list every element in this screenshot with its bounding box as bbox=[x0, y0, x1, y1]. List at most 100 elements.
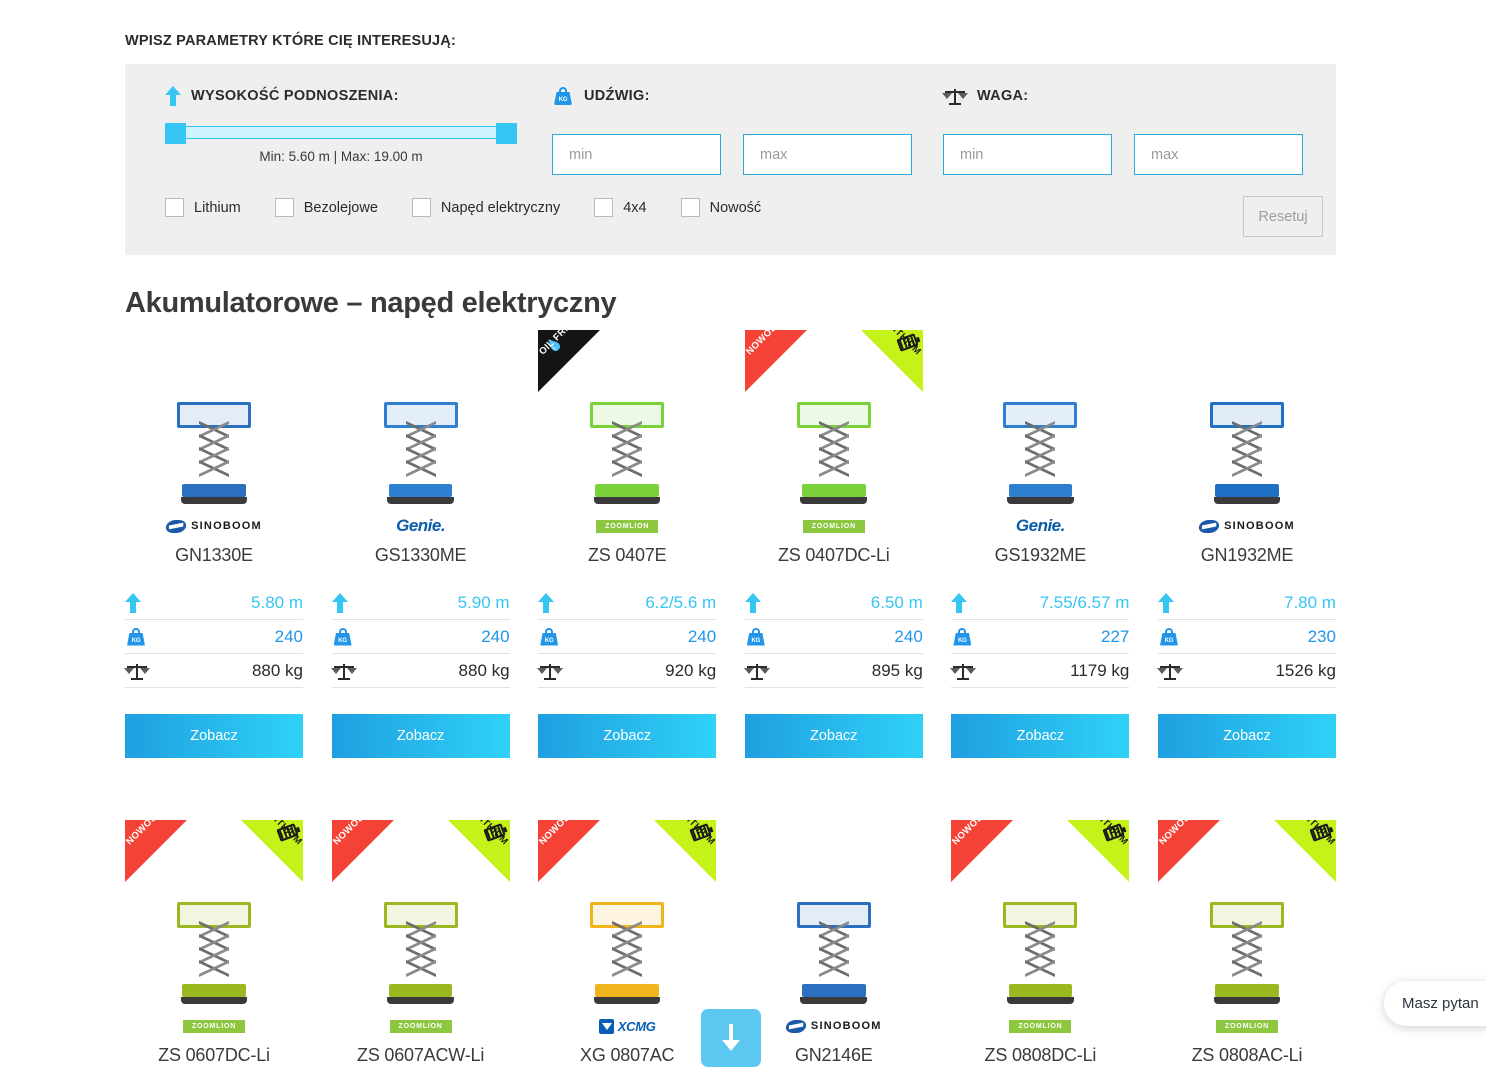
spec-value-height: 5.90 m bbox=[457, 593, 510, 612]
product-name: XG 0807AC bbox=[580, 1045, 675, 1065]
scissor-lift-image bbox=[383, 402, 458, 504]
product-image[interactable]: 💧 OIL FREE bbox=[538, 330, 717, 510]
product-card[interactable]: NOWOŚĆ LITHIUM ZOOMLION ZS 0407DC-Li 6.50 m K… bbox=[743, 330, 923, 758]
scale-icon bbox=[1156, 661, 1183, 681]
capacity-min-input[interactable] bbox=[552, 134, 721, 175]
scroll-down-button[interactable] bbox=[701, 1009, 761, 1067]
product-card[interactable]: NOWOŚĆ LITHIUM ZOOMLION ZS 0808AC-Li bbox=[1157, 820, 1336, 1066]
scale-icon bbox=[537, 661, 564, 681]
spec-row-weight: 895 kg bbox=[743, 654, 923, 688]
product-image[interactable] bbox=[331, 330, 510, 510]
brand-logo-sinoboom: SINOBOOM bbox=[784, 1019, 882, 1033]
see-button[interactable]: Zobacz bbox=[744, 714, 923, 758]
height-filter-label: WYSOKOŚĆ PODNOSZENIA: bbox=[191, 88, 399, 104]
spec-row-height: 5.90 m bbox=[331, 586, 510, 620]
product-name: ZS 0407E bbox=[587, 545, 667, 565]
corner-badge-left bbox=[951, 820, 1014, 882]
product-brand: ZOOMLION bbox=[1158, 1014, 1336, 1038]
product-brand: ZOOMLION bbox=[125, 1014, 303, 1038]
checkbox-box[interactable] bbox=[274, 198, 294, 217]
see-button[interactable]: Zobacz bbox=[951, 714, 1130, 758]
scale-icon bbox=[950, 661, 977, 681]
product-image[interactable] bbox=[125, 330, 303, 510]
see-button[interactable]: Zobacz bbox=[538, 714, 717, 758]
spec-row-capacity: KG 240 bbox=[331, 620, 510, 654]
spec-value-capacity: 240 bbox=[274, 626, 303, 646]
scissor-lift-image bbox=[796, 402, 871, 504]
spec-row-height: 6.50 m bbox=[744, 586, 923, 620]
chat-widget[interactable]: Masz pytan bbox=[1384, 981, 1486, 1026]
product-card[interactable]: NOWOŚĆ LITHIUM XCMG XG 0807AC bbox=[538, 820, 717, 1066]
weight-max-input[interactable] bbox=[1134, 134, 1303, 175]
product-card[interactable]: NOWOŚĆ LITHIUM ZOOMLION ZS 0607DC-Li bbox=[125, 820, 303, 1066]
product-card[interactable]: Genie. GS1330ME 5.90 m KG 240 880 kg Zobacz bbox=[330, 330, 510, 758]
weight-kg-icon: KG bbox=[125, 627, 147, 647]
product-image[interactable]: NOWOŚĆ LITHIUM bbox=[744, 330, 923, 510]
arrow-up-icon bbox=[538, 593, 555, 613]
checkbox-lithium[interactable]: Lithium bbox=[165, 198, 241, 217]
page-title: Akumulatorowe – napęd elektryczny bbox=[125, 287, 617, 320]
slider-handle-min[interactable] bbox=[165, 123, 186, 144]
scissor-lift-image bbox=[1209, 902, 1284, 1004]
sinoboom-mark-icon bbox=[784, 1019, 808, 1033]
product-image[interactable]: NOWOŚĆ LITHIUM bbox=[951, 820, 1130, 1010]
scissor-lift-image bbox=[1209, 402, 1284, 504]
capacity-max-input[interactable] bbox=[743, 134, 912, 175]
product-name: GN2146E bbox=[794, 1045, 873, 1065]
product-image[interactable]: NOWOŚĆ LITHIUM bbox=[1157, 820, 1336, 1010]
scissor-lift-image bbox=[1003, 902, 1078, 1004]
weight-min-input[interactable] bbox=[943, 134, 1112, 175]
brand-logo-zoomlion: ZOOMLION bbox=[182, 1019, 246, 1033]
scissor-lift-image bbox=[590, 902, 665, 1004]
product-image[interactable] bbox=[1157, 330, 1336, 510]
checkbox-box[interactable] bbox=[165, 198, 184, 217]
see-button[interactable]: Zobacz bbox=[331, 714, 510, 758]
checkbox-4x4[interactable]: 4x4 bbox=[594, 198, 647, 217]
weight-kg-icon: KG bbox=[1158, 627, 1180, 647]
product-image[interactable] bbox=[951, 330, 1130, 510]
product-brand: SINOBOOM bbox=[1158, 514, 1336, 538]
product-brand: ZOOMLION bbox=[951, 1014, 1129, 1038]
reset-button[interactable]: Resetuj bbox=[1243, 196, 1323, 237]
weight-kg-icon: KG bbox=[951, 627, 973, 647]
checkbox-naped-elektryczny[interactable]: Napęd elektryczny bbox=[411, 198, 560, 217]
scissor-lift-image bbox=[796, 902, 871, 1004]
checkbox-box[interactable] bbox=[680, 198, 700, 217]
spec-row-height: 6.2/5.6 m bbox=[538, 586, 717, 620]
brand-logo-zoomlion: ZOOMLION bbox=[802, 519, 865, 533]
corner-badge-left bbox=[538, 820, 601, 882]
product-card[interactable]: NOWOŚĆ LITHIUM ZOOMLION ZS 0808DC-Li bbox=[951, 820, 1130, 1066]
checkbox-nowosc[interactable]: Nowość bbox=[680, 198, 761, 217]
scale-icon bbox=[330, 661, 357, 681]
checkbox-bezolejowe[interactable]: Bezolejowe bbox=[274, 198, 378, 217]
brand-logo-zoomlion: ZOOMLION bbox=[389, 1019, 452, 1033]
checkbox-box[interactable] bbox=[594, 198, 614, 217]
product-card[interactable]: NOWOŚĆ LITHIUM ZOOMLION ZS 0607ACW-Li bbox=[331, 820, 510, 1066]
slider-handle-max[interactable] bbox=[496, 123, 517, 144]
height-range-slider[interactable]: Min: 5.60 m | Max: 19.00 m bbox=[165, 123, 517, 164]
see-button[interactable]: Zobacz bbox=[125, 714, 303, 758]
corner-badge-left bbox=[1157, 820, 1220, 882]
xcmg-mark-icon bbox=[598, 1018, 614, 1034]
scissor-lift-image bbox=[177, 902, 251, 1004]
arrow-up-icon bbox=[951, 593, 968, 613]
product-card[interactable]: SINOBOOM GN1330E 5.80 m KG 240 880 kg Zobacz bbox=[124, 330, 303, 758]
slider-track[interactable] bbox=[165, 123, 517, 144]
checkbox-box[interactable] bbox=[411, 198, 431, 217]
product-brand: ZOOMLION bbox=[332, 1014, 510, 1038]
filter-panel-title: WPISZ PARAMETRY KTÓRE CIĘ INTERESUJĄ: bbox=[125, 33, 456, 49]
product-card[interactable]: SINOBOOM GN2146E bbox=[744, 820, 923, 1066]
see-button[interactable]: Zobacz bbox=[1157, 714, 1336, 758]
product-card[interactable]: SINOBOOM GN1932ME 7.80 m KG 230 1526 kg Zobacz bbox=[1156, 330, 1336, 758]
brand-logo-sinoboom: SINOBOOM bbox=[1197, 519, 1295, 533]
product-image[interactable]: NOWOŚĆ LITHIUM bbox=[538, 820, 717, 1010]
product-image[interactable] bbox=[744, 820, 923, 1010]
product-card[interactable]: Genie. GS1932ME 7.55/6.57 m KG 227 1179 kg Zob… bbox=[950, 330, 1130, 758]
scale-icon bbox=[942, 86, 968, 106]
product-image[interactable]: NOWOŚĆ LITHIUM bbox=[125, 820, 303, 1010]
product-card[interactable]: 💧 OIL FREE ZOOMLION ZS 0407E 6.2/5.6 m KG 240 9… bbox=[537, 330, 717, 758]
product-image[interactable]: NOWOŚĆ LITHIUM bbox=[331, 820, 510, 1010]
brand-logo-xcmg: XCMG bbox=[598, 1018, 656, 1034]
spec-row-height: 7.55/6.57 m bbox=[951, 586, 1130, 620]
brand-logo-zoomlion: ZOOMLION bbox=[596, 519, 659, 533]
